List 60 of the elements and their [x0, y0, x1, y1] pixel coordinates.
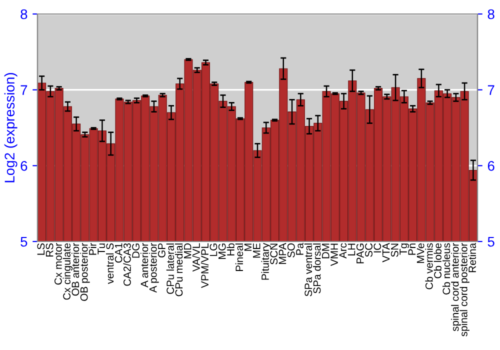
x-tick-label: SC [365, 243, 372, 257]
y-tick-label: 7 [20, 85, 28, 95]
x-tick-label: Pineal [235, 244, 244, 271]
y2-tick-label: 5 [488, 236, 494, 247]
x-tick-label: IC [374, 243, 382, 252]
x-tick-label: MD [184, 243, 192, 258]
x-tick-label: OB posterior [80, 243, 90, 301]
x-tick-label: SN [390, 244, 398, 257]
x-tick-label: CPu lateral [166, 244, 174, 294]
x-tick-label: SPa dorsal [313, 244, 321, 294]
x-tick-label: CA1 [114, 243, 122, 263]
x-tick-label: VA/VL [192, 243, 200, 272]
x-tick-label: MPA [278, 242, 286, 264]
x-tick-label: Pituitary [261, 242, 271, 280]
x-tick-label: SPa ventral [304, 244, 312, 296]
x-tick-label: LG [210, 244, 218, 256]
x-tick-label: SO [287, 243, 295, 258]
x-tick-label: Tg [400, 244, 410, 255]
x-tick-label: LS [37, 243, 45, 255]
x-tick-label: CPu medial [175, 244, 183, 296]
x-tick-label: PAG [356, 244, 364, 264]
y-tick-label: 6 [20, 161, 28, 171]
y2-tick-label: 7 [488, 85, 494, 95]
y-axis-title: Log2 (expression) [4, 73, 18, 182]
x-tick-label: GP [158, 243, 166, 258]
x-tick-label: MVe [416, 243, 424, 263]
x-tick-label: RS [46, 243, 54, 257]
x-tick-label: Hb [226, 243, 234, 256]
x-tick-label: Cb vermis [425, 243, 433, 290]
x-tick-label: A posterior [149, 243, 159, 293]
x-tick-label: ME [253, 243, 260, 258]
x-tick-label: Cb nucleus [442, 243, 450, 294]
x-tick-label: VTA [382, 242, 390, 262]
x-tick-label: Retina [468, 242, 476, 272]
x-tick-label: LH [348, 244, 356, 256]
x-tick-label: ventral S [106, 243, 114, 284]
y-tick-label: 8 [20, 9, 28, 20]
x-tick-label: Cx motor [54, 243, 62, 285]
x-tick-label: VMH [330, 244, 338, 266]
x-tick-label: Tu [98, 244, 105, 254]
y2-tick-label: 6 [488, 161, 494, 171]
x-tick-label: SCN [270, 244, 278, 264]
x-tick-label: DM [322, 244, 330, 258]
x-tick-label: A anterior [140, 243, 148, 288]
x-tick-label: Pn [408, 244, 416, 255]
x-tick-label: Pir [88, 243, 96, 255]
x-tick-label: spinal cord posterior [460, 243, 470, 336]
x-tick-label: spinal cord anterior [451, 243, 461, 332]
x-tick-label: Cx cingulate [62, 243, 73, 300]
x-tick-label: CA2/CA3 [123, 243, 131, 286]
x-tick-label: M [244, 244, 252, 251]
x-tick-label: VPM/VPL [200, 243, 209, 288]
y2-tick-label: 8 [488, 9, 494, 20]
y-tick-label: 5 [20, 236, 28, 247]
x-tick-label: MG [218, 244, 226, 259]
x-tick-label: OB anterior [71, 243, 80, 296]
x-tick-label: DG [132, 244, 140, 258]
x-tick-label: Cb lobe [434, 243, 442, 278]
x-tick-label: Pa [296, 242, 304, 255]
x-tick-label: Arc [339, 243, 347, 258]
